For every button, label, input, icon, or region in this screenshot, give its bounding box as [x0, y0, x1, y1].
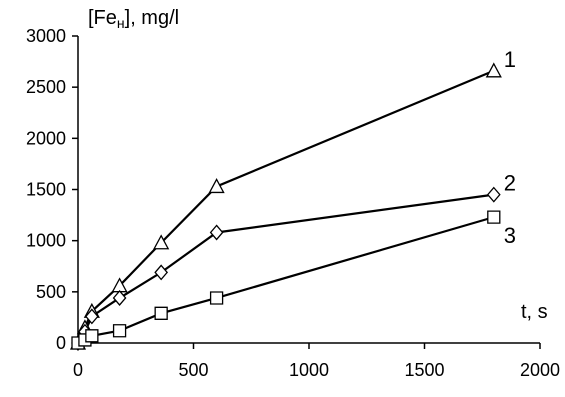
y-tick-label: 2000	[26, 128, 66, 148]
series-1-line	[76, 69, 495, 344]
series-3-point	[154, 306, 168, 320]
series-lines	[76, 69, 495, 345]
series-3-point	[209, 291, 224, 305]
series-1-point	[485, 62, 502, 78]
x-axis-label: t, s	[521, 301, 548, 323]
series-2-point	[85, 308, 99, 325]
y-axis-label-subscript: н	[117, 15, 125, 31]
x-tick-label: 0	[73, 360, 83, 380]
series-1-point	[208, 178, 225, 194]
series-2-point	[209, 224, 224, 241]
series-2-line	[77, 193, 494, 344]
series-1-label: 1	[504, 47, 516, 72]
y-tick-label: 0	[56, 333, 66, 353]
series-2-point	[112, 289, 127, 306]
x-tick-label: 1000	[289, 360, 329, 380]
y-ticks: 0 500 1000 1500 2000 2500 3000	[26, 26, 78, 353]
x-tick-label: 500	[178, 360, 208, 380]
y-tick-label: 1500	[26, 180, 66, 200]
y-axis-label: [Feн], mg/l	[88, 7, 179, 31]
series-markers	[69, 62, 502, 351]
series-2-point	[154, 264, 169, 281]
series-3-point	[112, 324, 127, 338]
series-3-point	[85, 329, 99, 343]
series-1-point	[153, 234, 170, 250]
x-tick-label: 1500	[404, 360, 444, 380]
y-axis-label-prefix: [Fe	[88, 7, 117, 29]
x-tick-label: 2000	[520, 360, 560, 380]
y-tick-label: 500	[36, 282, 66, 302]
x-ticks: 0 500 1000 1500 2000	[73, 343, 560, 380]
y-tick-label: 1000	[26, 231, 66, 251]
series-3-line	[77, 216, 495, 345]
series-2-label: 2	[504, 171, 516, 196]
series-2-point	[486, 186, 501, 203]
axes	[77, 36, 540, 344]
series-labels: 1 2 3	[504, 47, 516, 248]
y-axis-label-suffix: ], mg/l	[125, 7, 179, 29]
y-tick-label: 3000	[26, 26, 66, 46]
y-tick-label: 2500	[26, 77, 66, 97]
series-3-label: 3	[504, 223, 516, 248]
series-3-point	[487, 210, 501, 224]
